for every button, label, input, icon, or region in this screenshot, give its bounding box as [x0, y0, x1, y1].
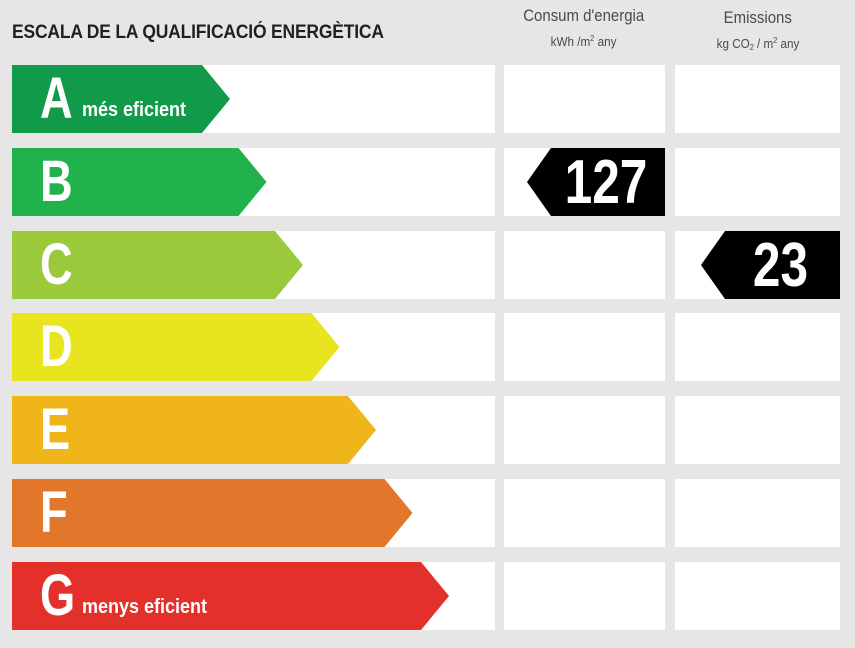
- rating-letter: A: [40, 66, 73, 131]
- emissions-column-header: Emissions kg CO2 / m2 any: [675, 8, 840, 57]
- rating-arrow-c: C: [12, 230, 303, 299]
- rating-arrow-f: F: [12, 479, 413, 547]
- emissions-column-unit: kg CO2 / m2 any: [716, 36, 799, 52]
- emissions-column-title: Emissions: [723, 8, 792, 27]
- rating-arrow-d: D: [12, 313, 340, 382]
- emissions-cell: [675, 561, 840, 630]
- rating-row-d: D: [0, 313, 855, 382]
- consumption-value-tag: 127: [527, 147, 665, 217]
- consumption-column-unit: kWh /m2 any: [551, 34, 617, 49]
- rating-arrow-e: E: [12, 396, 376, 465]
- consumption-column-title: Consum d'energia: [523, 6, 645, 25]
- consumption-cell: [504, 313, 665, 382]
- rating-letter: B: [40, 148, 73, 214]
- page-title: ESCALA DE LA QUALIFICACIÓ ENERGÈTICA: [12, 22, 384, 43]
- rating-sublabel: menys eficient: [82, 595, 208, 618]
- emissions-cell: [675, 65, 840, 133]
- consumption-cell: [504, 65, 665, 133]
- rating-letter: C: [40, 231, 73, 297]
- emissions-cell: [675, 147, 840, 216]
- emissions-cell: [675, 313, 840, 382]
- consumption-cell: [504, 479, 665, 547]
- rating-letter: D: [40, 314, 73, 380]
- consumption-cell: [504, 396, 665, 465]
- rating-row-b: B 127: [0, 147, 855, 217]
- rating-letter: G: [40, 562, 76, 628]
- emissions-cell: [675, 396, 840, 465]
- rating-sublabel: més eficient: [82, 99, 187, 121]
- rating-row-f: F: [0, 479, 855, 547]
- rating-letter: F: [40, 480, 68, 545]
- rating-arrow-b: B: [12, 147, 267, 216]
- consumption-cell: [504, 230, 665, 299]
- emissions-value-tag: 23: [701, 230, 840, 300]
- rating-row-e: E: [0, 396, 855, 465]
- emissions-cell: [675, 479, 840, 547]
- consumption-column-header: Consum d'energia kWh /m2 any: [504, 6, 664, 51]
- emissions-value: 23: [752, 230, 809, 300]
- rating-letter: E: [40, 397, 71, 463]
- rating-row-c: C 23: [0, 230, 855, 300]
- consumption-cell: [504, 561, 665, 630]
- consumption-value: 127: [564, 147, 648, 217]
